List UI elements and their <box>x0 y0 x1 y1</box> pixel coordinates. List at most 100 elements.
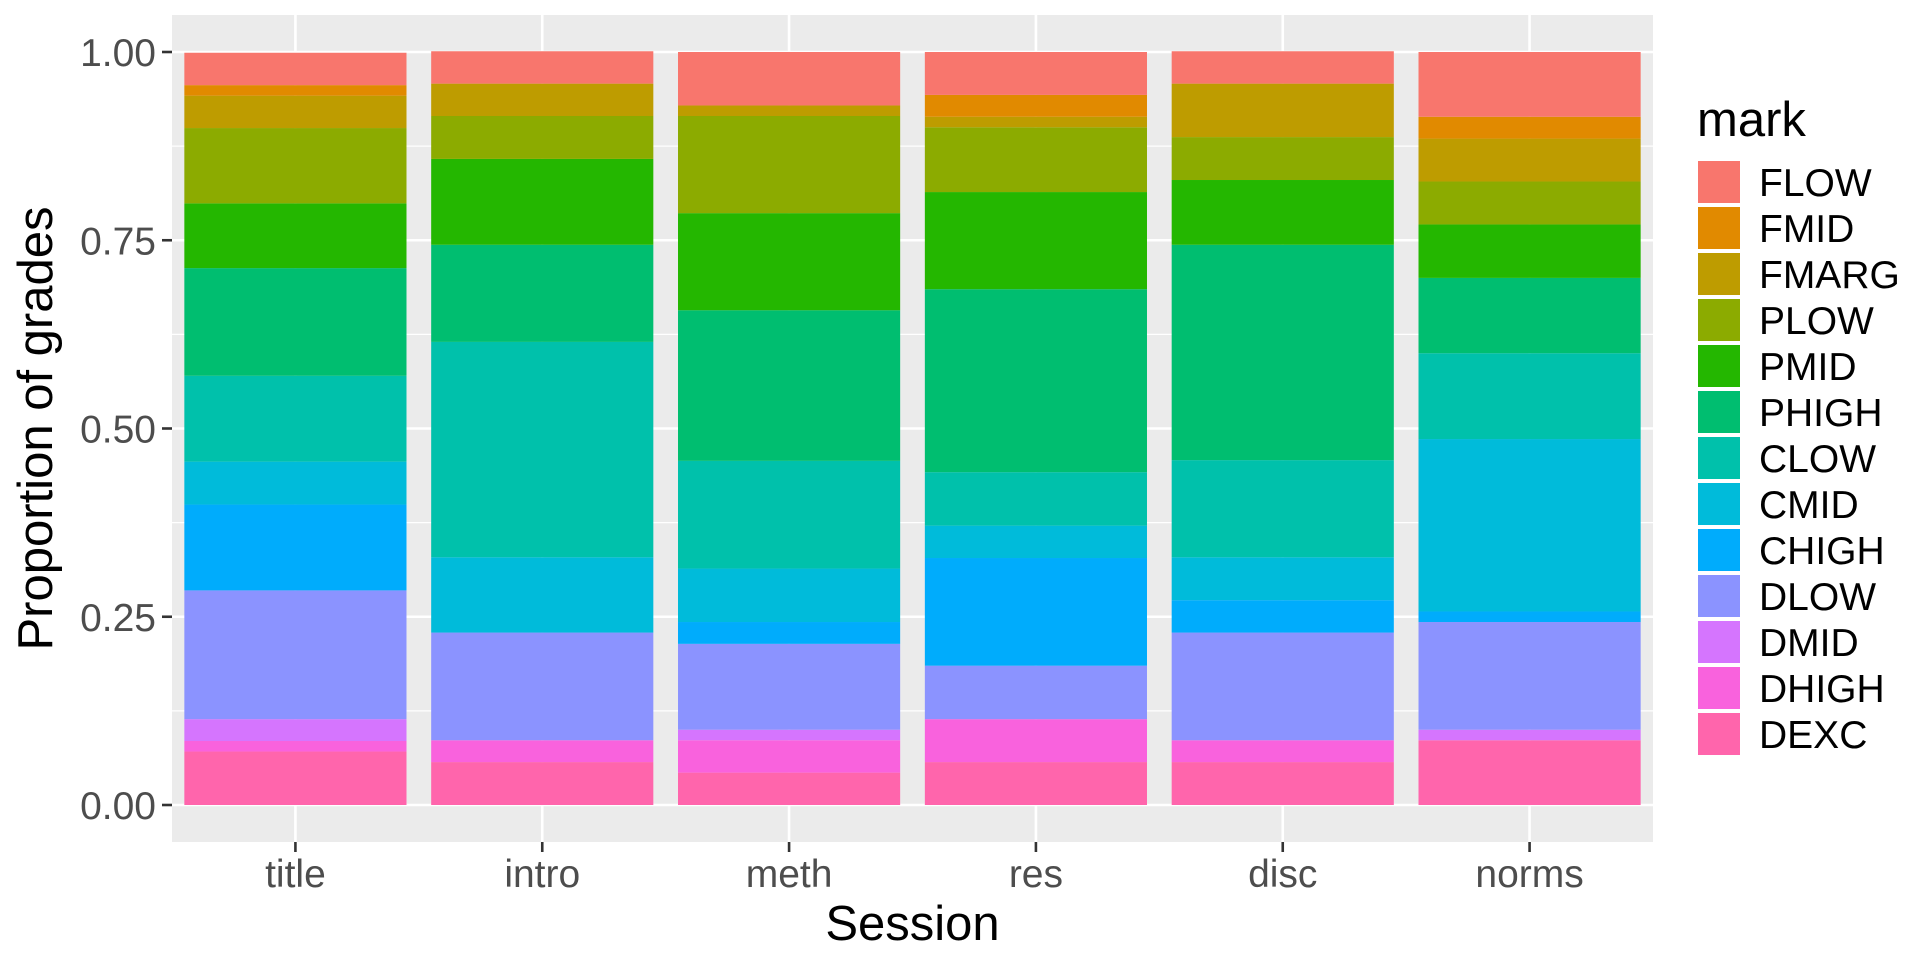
bar-segment-res-chigh <box>924 558 1147 666</box>
bar-segment-disc-dhigh <box>1171 740 1394 763</box>
legend-key-dmid <box>1696 619 1742 665</box>
legend-label-flow: FLOW <box>1759 162 1872 205</box>
x-axis-title: Session <box>825 897 999 951</box>
bar-segment-meth-dmid <box>678 729 901 741</box>
bar-segment-title-phigh <box>184 268 407 376</box>
bar-segment-norms-fmid <box>1418 116 1641 139</box>
bar-segment-intro-flow <box>431 51 654 84</box>
bars <box>184 51 1641 805</box>
legend-label-dhigh: DHIGH <box>1759 668 1885 711</box>
bar-segment-norms-phigh <box>1418 277 1641 354</box>
bar-segment-norms-clow <box>1418 353 1641 440</box>
bar-segment-norms-dexc <box>1418 740 1641 805</box>
bar-segment-meth-pmid <box>678 213 901 311</box>
bar-segment-disc-dexc <box>1171 762 1394 805</box>
legend-label-chigh: CHIGH <box>1759 530 1885 573</box>
bar-segment-title-dhigh <box>184 740 407 752</box>
legend-label-fmid: FMID <box>1759 208 1854 251</box>
bar-segment-meth-flow <box>678 52 901 106</box>
bar-segment-intro-plow <box>431 116 654 159</box>
bar-segment-intro-dexc <box>431 762 654 805</box>
legend-label-plow: PLOW <box>1759 300 1874 343</box>
bar-segment-intro-dlow <box>431 632 654 741</box>
bar-segment-disc-clow <box>1171 460 1394 558</box>
bar-segment-res-pmid <box>924 192 1147 290</box>
bar-segment-meth-dexc <box>678 772 901 805</box>
legend-label-phigh: PHIGH <box>1759 392 1883 435</box>
bar-segment-meth-dhigh <box>678 740 901 773</box>
bar-segment-res-flow <box>924 52 1147 95</box>
bar-segment-title-cmid <box>184 461 407 505</box>
legend-key-pmid <box>1696 343 1742 389</box>
legend-key-chigh <box>1696 527 1742 573</box>
bar-segment-title-dlow <box>184 590 407 720</box>
bar-segment-title-pmid <box>184 203 407 269</box>
legend-key-phigh <box>1696 389 1742 435</box>
bar-segment-title-fmid <box>184 85 407 96</box>
bar-segment-norms-dmid <box>1418 729 1641 741</box>
legend: mark FLOWFMIDFMARGPLOWPMIDPHIGHCLOWCMIDC… <box>1696 93 1900 757</box>
legend-key-dexc <box>1696 711 1742 757</box>
legend-key-plow <box>1696 297 1742 343</box>
legend-label-pmid: PMID <box>1759 346 1857 389</box>
bar-segment-norms-chigh <box>1418 611 1641 623</box>
bar-segment-res-cmid <box>924 525 1147 559</box>
bar-segment-res-dhigh <box>924 719 1147 763</box>
x-axis: title intro meth res disc norms <box>265 842 1584 896</box>
bar-segment-meth-plow <box>678 116 901 214</box>
legend-label-cmid: CMID <box>1759 484 1859 527</box>
legend-key-fmarg <box>1696 251 1742 297</box>
legend-key-cmid <box>1696 481 1742 527</box>
bar-segment-title-plow <box>184 128 407 204</box>
y-tick-label: 0.50 <box>80 409 156 452</box>
y-tick-label: 0.00 <box>80 785 156 828</box>
x-tick-label-norms: norms <box>1475 853 1583 896</box>
bar-segment-norms-plow <box>1418 181 1641 225</box>
bar-segment-res-dexc <box>924 762 1147 805</box>
legend-key-dlow <box>1696 573 1742 619</box>
y-axis-title: Proportion of grades <box>9 207 63 651</box>
bar-segment-intro-dhigh <box>431 740 654 763</box>
bar-segment-disc-pmid <box>1171 180 1394 245</box>
bar-segment-intro-phigh <box>431 244 654 342</box>
x-tick-label-intro: intro <box>504 853 580 896</box>
bar-segment-res-dlow <box>924 665 1147 720</box>
legend-key-fmid <box>1696 205 1742 251</box>
bar-segment-disc-phigh <box>1171 244 1394 461</box>
bar-segment-title-dexc <box>184 751 407 805</box>
legend-key-flow <box>1696 159 1742 205</box>
bar-segment-res-fmid <box>924 94 1147 117</box>
bar-segment-res-phigh <box>924 289 1147 473</box>
bar-segment-title-chigh <box>184 504 407 591</box>
bar-segment-meth-fmarg <box>678 105 901 117</box>
bar-segment-disc-chigh <box>1171 600 1394 633</box>
legend-label-dlow: DLOW <box>1759 576 1876 619</box>
x-tick-label-disc: disc <box>1248 853 1317 896</box>
bar-segment-norms-fmarg <box>1418 138 1641 182</box>
legend-label-fmarg: FMARG <box>1759 254 1900 297</box>
bar-segment-meth-chigh <box>678 622 901 644</box>
bar-segment-title-dmid <box>184 719 407 741</box>
legend-key-dhigh <box>1696 665 1742 711</box>
bar-segment-intro-fmarg <box>431 83 654 117</box>
bar-segment-norms-flow <box>1418 52 1641 117</box>
bar-segment-title-flow <box>184 52 407 86</box>
legend-key-clow <box>1696 435 1742 481</box>
y-tick-label: 1.00 <box>80 32 156 75</box>
bar-segment-intro-cmid <box>431 557 654 633</box>
x-tick-label-meth: meth <box>746 853 833 896</box>
bar-segment-disc-flow <box>1171 51 1394 84</box>
legend-title: mark <box>1697 93 1806 147</box>
y-tick-label: 0.75 <box>80 220 156 263</box>
bar-segment-disc-dlow <box>1171 632 1394 741</box>
bar-segment-norms-cmid <box>1418 439 1641 612</box>
bar-segment-disc-cmid <box>1171 557 1394 601</box>
bar-segment-intro-pmid <box>431 158 654 245</box>
bar-segment-res-fmarg <box>924 116 1147 128</box>
x-tick-label-res: res <box>1009 853 1063 896</box>
bar-segment-disc-plow <box>1171 137 1394 181</box>
legend-label-dexc: DEXC <box>1759 714 1867 757</box>
bar-segment-meth-cmid <box>678 568 901 623</box>
y-tick-label: 0.25 <box>80 597 156 640</box>
